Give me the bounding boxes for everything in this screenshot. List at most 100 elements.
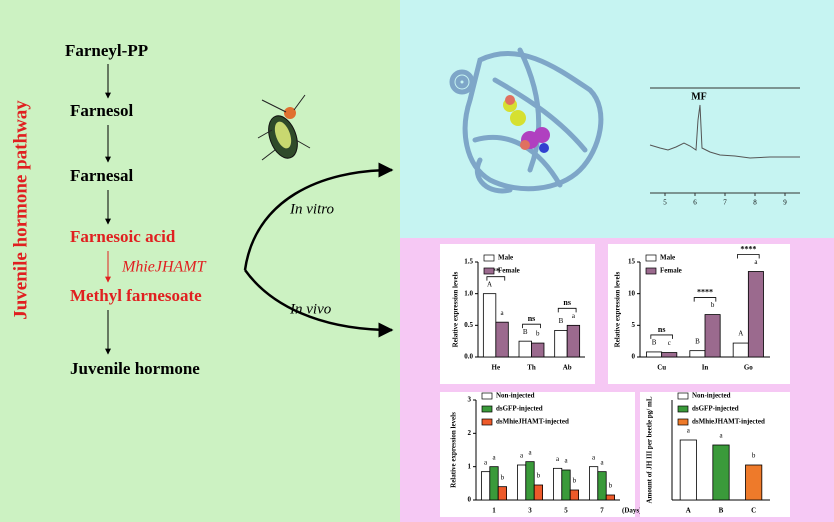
y-tick-label: 3 xyxy=(468,396,472,404)
y-tick-label: 15 xyxy=(628,258,636,266)
bar xyxy=(712,444,730,501)
bar xyxy=(679,439,697,501)
legend-swatch xyxy=(645,267,657,275)
bar xyxy=(566,324,581,358)
significance-bracket xyxy=(693,297,717,302)
peak-label: MF xyxy=(691,91,707,102)
route-arrow xyxy=(243,162,394,271)
significance-letter: c xyxy=(668,339,671,347)
significance-bracket xyxy=(737,254,760,259)
significance-letter: a xyxy=(492,453,496,461)
significance-letter: a xyxy=(556,455,560,463)
y-axis-label: Relative expression levels xyxy=(614,271,622,347)
significance-letter: b xyxy=(536,330,540,338)
significance-letter: B xyxy=(523,328,528,336)
y-tick-label: 5 xyxy=(632,321,636,329)
x-tick-label: Th xyxy=(527,364,536,372)
bar xyxy=(661,352,678,358)
significance-mark: **** xyxy=(697,287,713,296)
y-tick-label: 0.0 xyxy=(464,353,473,361)
significance-letter: a xyxy=(528,448,532,456)
route-label: In vivo xyxy=(289,301,332,317)
x-tick-label: Go xyxy=(744,364,753,372)
x-tick-label: 9 xyxy=(783,199,787,207)
bar xyxy=(480,471,491,501)
legend-label: Female xyxy=(498,267,520,275)
significance-letter: b xyxy=(752,452,756,460)
pathway-title: Juvenile hormone pathway xyxy=(10,100,31,320)
x-tick-label: 7 xyxy=(600,507,604,515)
legend-swatch xyxy=(481,392,493,400)
y-axis-label: Relative expression levels xyxy=(450,412,458,488)
x-tick-label: C xyxy=(751,507,756,515)
significance-letter: A xyxy=(738,330,743,338)
x-tick-label: 6 xyxy=(693,199,697,207)
y-tick-label: 2 xyxy=(468,429,472,437)
significance-letter: A xyxy=(487,280,492,288)
significance-mark: ** xyxy=(492,266,500,275)
significance-letter: b xyxy=(609,482,613,490)
step: Farnesol xyxy=(70,101,134,120)
significance-letter: a xyxy=(754,258,758,266)
step: Farnesoic acid xyxy=(70,227,176,246)
bar xyxy=(482,293,497,358)
significance-mark: ns xyxy=(528,314,536,323)
significance-letter: b xyxy=(573,477,577,485)
bar xyxy=(704,314,721,358)
significance-letter: B xyxy=(652,339,657,347)
protein-structure xyxy=(449,47,604,194)
bar xyxy=(495,321,509,358)
significance-letter: a xyxy=(564,457,568,465)
bar xyxy=(561,469,571,501)
x-tick-label: 5 xyxy=(564,507,568,515)
y-tick-label: 10 xyxy=(628,289,636,297)
legend-label: dsGFP-injected xyxy=(496,405,543,413)
significance-letter: B xyxy=(559,317,564,325)
bar xyxy=(689,350,706,358)
significance-bracket xyxy=(486,276,506,281)
significance-mark: **** xyxy=(740,244,756,253)
bar xyxy=(553,467,563,501)
bar xyxy=(533,484,544,501)
legend-label: dsGFP-injected xyxy=(692,405,739,413)
significance-letter: b xyxy=(537,472,541,480)
y-axis-label: Relative expression levels xyxy=(452,271,460,347)
legend-swatch xyxy=(677,392,689,400)
y-axis-label: Amount of JH III per beetle pg/ mL xyxy=(646,396,654,503)
bar xyxy=(589,466,599,501)
chromatogram: MF xyxy=(649,87,800,194)
x-tick-label: Ab xyxy=(563,364,572,372)
legend-swatch xyxy=(677,418,689,426)
legend-swatch xyxy=(677,405,689,413)
significance-letter: B xyxy=(695,337,700,345)
y-tick-label: 1.0 xyxy=(464,289,473,297)
legend-label: Male xyxy=(498,254,513,262)
legend-label: dsMhieJHAMT-injected xyxy=(496,418,569,426)
significance-letter: a xyxy=(484,458,488,466)
legend-swatch xyxy=(481,405,493,413)
y-tick-label: 0.5 xyxy=(464,321,473,329)
significance-letter: b xyxy=(501,473,505,481)
x-tick-label: In xyxy=(702,364,709,372)
x-tick-label: 7 xyxy=(723,199,727,207)
bar xyxy=(518,340,532,358)
bar xyxy=(517,464,527,501)
y-tick-label: 0 xyxy=(632,353,636,361)
legend-label: Non-injected xyxy=(496,392,535,400)
step: Farnesal xyxy=(70,166,134,185)
route-arrow xyxy=(243,269,394,338)
y-tick-label: 0 xyxy=(468,496,472,504)
legend-swatch xyxy=(483,267,495,275)
x-tick-label: 3 xyxy=(528,507,532,515)
legend-label: Male xyxy=(660,254,675,262)
y-tick-label: 1 xyxy=(468,462,472,470)
bar xyxy=(597,471,607,501)
bar xyxy=(525,461,535,501)
significance-letter: a xyxy=(501,309,505,317)
x-tick-label: He xyxy=(492,364,501,372)
legend-label: dsMhieJHAMT-injected xyxy=(692,418,765,426)
step: Methyl farnesoate xyxy=(70,286,202,305)
bar xyxy=(497,486,508,501)
